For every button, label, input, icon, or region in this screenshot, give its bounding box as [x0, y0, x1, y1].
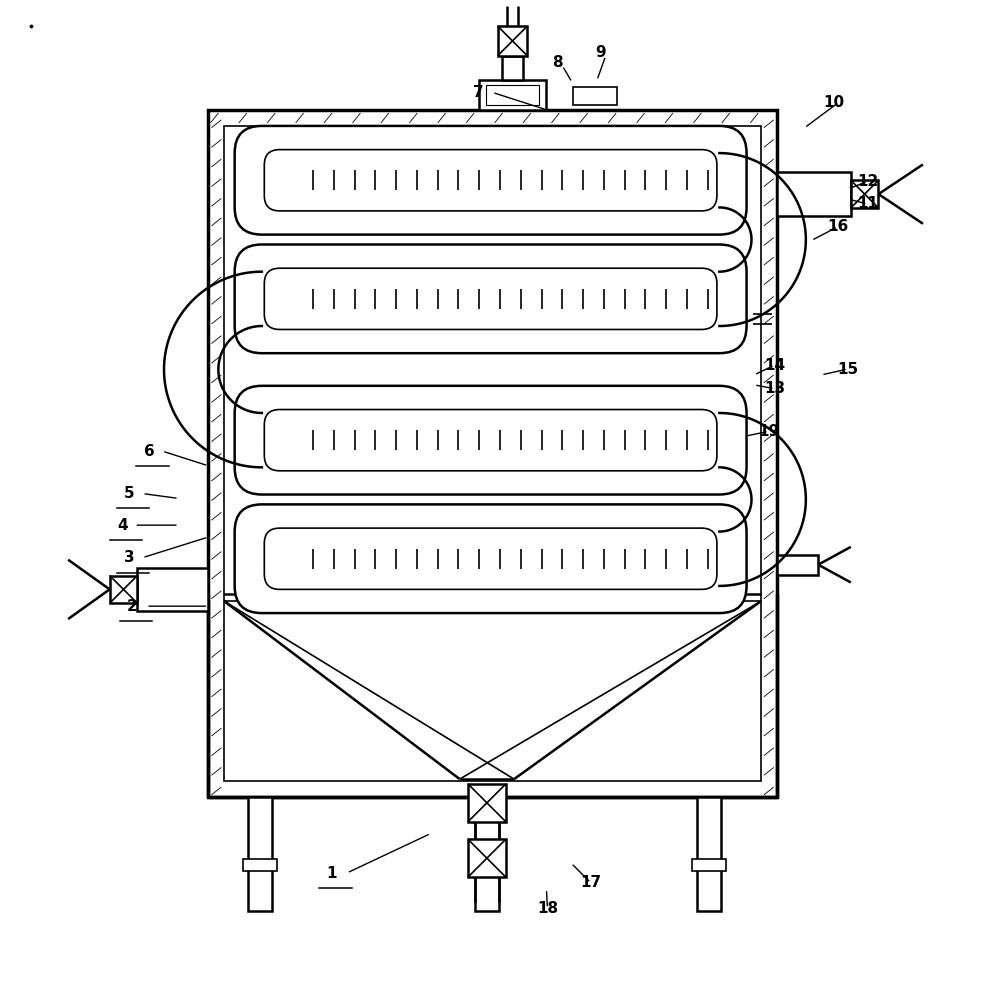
Bar: [573, 87, 617, 105]
Bar: [468, 839, 506, 877]
Bar: [777, 555, 818, 575]
Bar: [479, 80, 546, 110]
Bar: [110, 576, 137, 604]
Text: 3: 3: [124, 550, 135, 565]
Bar: [851, 180, 878, 208]
Text: 14: 14: [764, 358, 785, 373]
FancyBboxPatch shape: [264, 409, 717, 471]
Bar: [498, 26, 527, 55]
Bar: [137, 568, 208, 611]
Bar: [248, 797, 272, 911]
Bar: [777, 172, 851, 216]
Text: 8: 8: [552, 55, 563, 70]
Bar: [224, 126, 761, 781]
Text: 1: 1: [327, 865, 337, 880]
Text: 10: 10: [823, 95, 845, 110]
FancyBboxPatch shape: [264, 269, 717, 329]
Text: 4: 4: [117, 517, 128, 532]
Text: 7: 7: [473, 85, 484, 100]
Text: 19: 19: [758, 424, 779, 439]
FancyBboxPatch shape: [264, 150, 717, 211]
Bar: [475, 797, 499, 911]
FancyBboxPatch shape: [264, 528, 717, 590]
Bar: [692, 859, 726, 871]
Bar: [697, 797, 721, 911]
Text: 16: 16: [827, 219, 849, 234]
Text: 9: 9: [595, 46, 606, 60]
Text: 18: 18: [537, 901, 558, 916]
FancyBboxPatch shape: [235, 126, 747, 235]
Text: 15: 15: [837, 362, 858, 377]
Text: 6: 6: [144, 444, 155, 459]
Bar: [208, 110, 777, 797]
FancyBboxPatch shape: [235, 504, 747, 613]
Text: 2: 2: [127, 599, 138, 613]
FancyBboxPatch shape: [235, 245, 747, 353]
Bar: [243, 859, 277, 871]
Text: 5: 5: [124, 486, 135, 501]
Text: 17: 17: [580, 875, 601, 890]
Text: 12: 12: [857, 173, 878, 188]
Text: 13: 13: [764, 382, 785, 396]
Bar: [486, 85, 539, 105]
Bar: [468, 784, 506, 822]
Bar: [502, 55, 523, 80]
Bar: [470, 859, 504, 871]
FancyBboxPatch shape: [235, 385, 747, 495]
Text: 11: 11: [857, 196, 878, 211]
